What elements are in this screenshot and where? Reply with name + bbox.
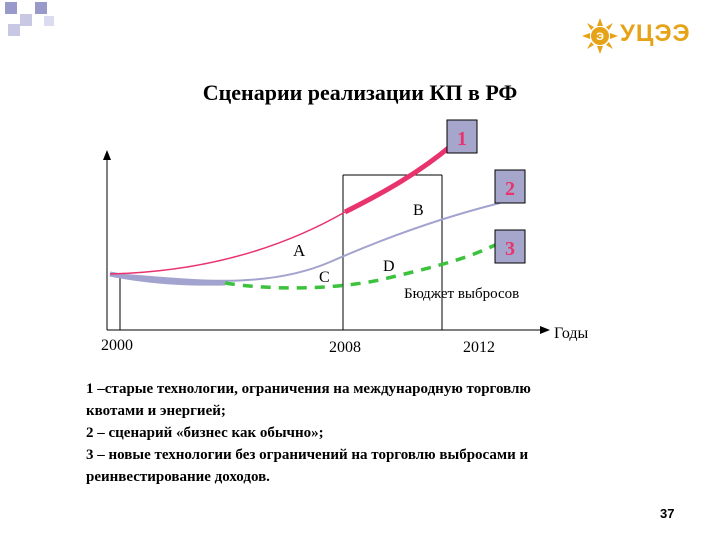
point-label-d: D	[383, 258, 395, 275]
caption-line-3: 2 – сценарий «бизнес как обычно»;	[86, 425, 324, 441]
logo-text: УЦЭЭ	[620, 20, 691, 47]
badge-3-label: 3	[505, 238, 515, 260]
series-3-start	[109, 271, 226, 286]
point-label-b: B	[413, 202, 424, 219]
x-tick-2012: 2012	[463, 339, 495, 356]
series-1-bold	[343, 143, 454, 215]
badge-2-label: 2	[505, 178, 515, 200]
svg-text:Э: Э	[596, 31, 604, 43]
badge-scenario-2: 2	[494, 169, 526, 204]
x-tick-2008: 2008	[329, 339, 361, 356]
badge-scenario-1: 1	[446, 119, 478, 154]
slide-title: Сценарии реализации КП в РФ	[202, 80, 518, 105]
budget-label: Бюджет выбросов	[404, 286, 519, 302]
legend-caption: 1 –старые технологии, ограничения на меж…	[86, 378, 646, 488]
series-3-line	[224, 243, 496, 290]
sun-logo-icon: Э	[582, 18, 618, 54]
x-axis-arrow	[540, 326, 550, 334]
x-axis-label: Годы	[554, 325, 589, 342]
caption-line-5: реинвестирование доходов.	[86, 469, 270, 485]
caption-line-1: 1 –старые технологии, ограничения на меж…	[86, 381, 531, 397]
corner-squares-decoration	[5, 2, 54, 36]
point-label-c: C	[319, 269, 330, 286]
badge-1-label: 1	[457, 128, 467, 150]
y-axis-arrow	[103, 150, 111, 160]
logo: Э УЦЭЭ	[582, 18, 702, 54]
point-label-a: A	[293, 241, 306, 260]
series-1-line	[109, 211, 346, 275]
badge-scenario-3: 3	[494, 229, 526, 264]
x-tick-2000: 2000	[101, 337, 133, 354]
caption-line-4: 3 – новые технологии без ограничений на …	[86, 447, 529, 463]
series-2-line	[109, 202, 501, 282]
page-number: 37	[660, 506, 675, 521]
caption-line-2: квотами и энергией;	[86, 403, 226, 419]
